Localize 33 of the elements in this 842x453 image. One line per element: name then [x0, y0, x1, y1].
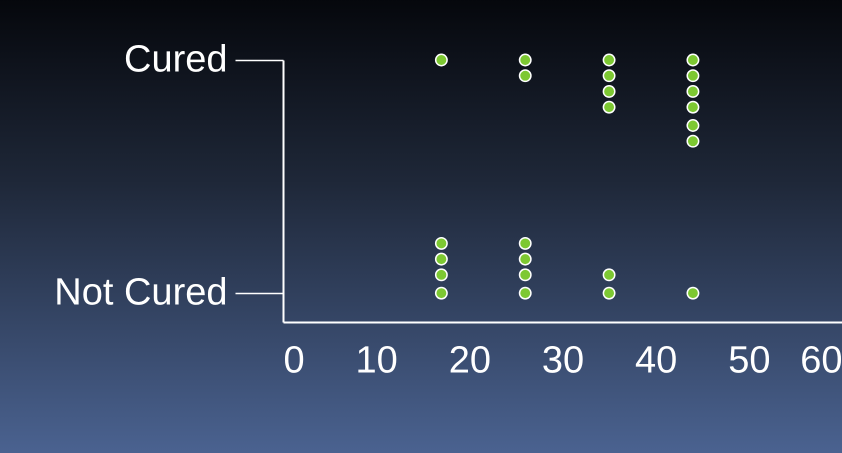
- point: [686, 286, 700, 300]
- point: [686, 54, 700, 66]
- point: [602, 85, 616, 98]
- text: Not Cured: [54, 272, 228, 314]
- point: [602, 100, 616, 114]
- point: [602, 69, 616, 82]
- text: Cured: [124, 38, 228, 80]
- x-tick-label: 50: [728, 340, 770, 382]
- x-tick-label: 40: [635, 340, 678, 382]
- point: [434, 286, 448, 300]
- point: [602, 286, 616, 300]
- point: [518, 252, 532, 266]
- point: [434, 252, 448, 266]
- x-tick-label: 60: [800, 340, 842, 382]
- point: [434, 54, 448, 66]
- point: [686, 134, 700, 148]
- x-tick-label: 0: [284, 340, 305, 382]
- x-tick-label: 20: [448, 340, 491, 382]
- point: [518, 268, 532, 282]
- x-tick-label: 30: [542, 340, 584, 382]
- point: [518, 54, 532, 66]
- point: [434, 268, 448, 282]
- point: [686, 119, 700, 132]
- point: [518, 236, 532, 250]
- point: [686, 69, 700, 82]
- point: [602, 268, 616, 282]
- x-tick-label: 10: [356, 340, 398, 382]
- point: [602, 54, 616, 66]
- point: [434, 236, 448, 250]
- point: [686, 100, 700, 114]
- point: [518, 69, 532, 82]
- point: [518, 286, 532, 300]
- point: [686, 85, 700, 98]
